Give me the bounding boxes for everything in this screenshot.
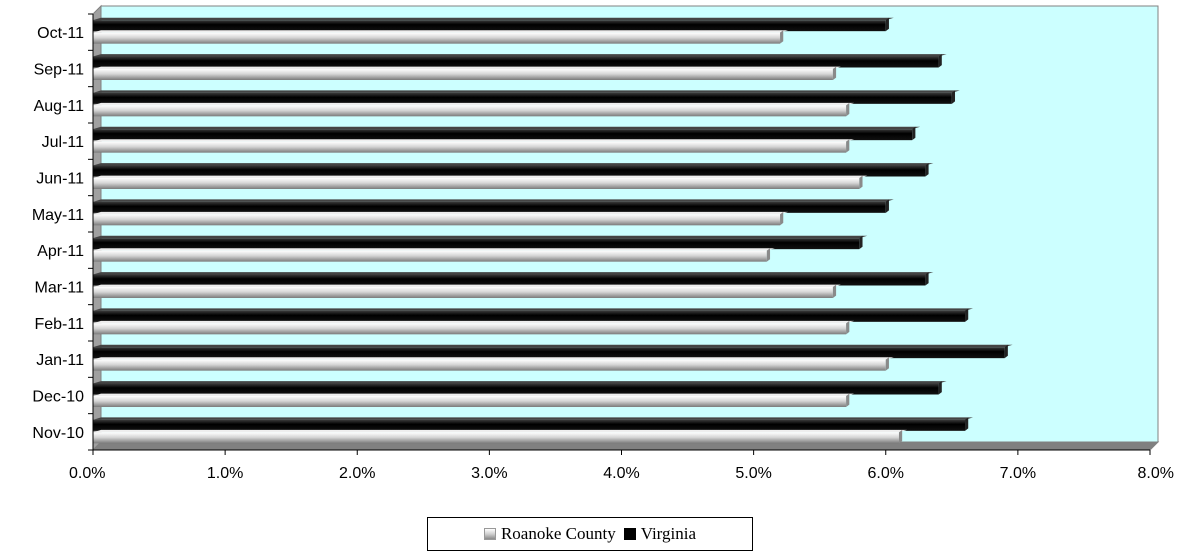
- y-tick-label: Apr-11: [37, 243, 84, 260]
- bar-roanoke-jan-11: [93, 357, 894, 371]
- x-tick-label: 7.0%: [1000, 465, 1036, 482]
- bar-virginia-jul-11: [93, 126, 921, 141]
- x-tick-label: 0.0%: [69, 465, 105, 482]
- legend-label-virginia: Virginia: [640, 524, 697, 543]
- bar-virginia-dec-10: [93, 381, 947, 395]
- bar-roanoke-oct-11: [93, 30, 789, 44]
- bar-virginia-feb-11: [93, 308, 974, 322]
- y-tick-label: Jul-11: [42, 134, 84, 151]
- x-tick-label: 2.0%: [339, 465, 375, 482]
- legend-swatch-virginia: [623, 528, 636, 540]
- x-tick-label: 5.0%: [735, 465, 771, 482]
- legend-swatch-roanoke: [483, 528, 496, 540]
- y-tick-label: Nov-10: [32, 425, 84, 442]
- bar-virginia-oct-11: [93, 17, 894, 32]
- bars-group: [93, 17, 1013, 444]
- bar-roanoke-nov-10: [93, 429, 907, 444]
- legend-label-roanoke: Roanoke County: [500, 524, 616, 543]
- bar-virginia-sep-11: [93, 54, 947, 68]
- bar-virginia-may-11: [93, 199, 894, 213]
- x-tick-label: 3.0%: [471, 465, 507, 482]
- bar-virginia-aug-11: [93, 90, 960, 104]
- x-tick-label: 8.0%: [1138, 465, 1174, 482]
- bar-roanoke-aug-11: [93, 102, 855, 117]
- bar-roanoke-jul-11: [93, 139, 855, 153]
- y-tick-label: Jun-11: [36, 171, 84, 188]
- bar-roanoke-dec-10: [93, 393, 855, 407]
- legend-item-roanoke: Roanoke County: [483, 524, 616, 544]
- bar-virginia-jan-11: [93, 344, 1013, 359]
- y-tick-label: May-11: [32, 207, 84, 224]
- bar-roanoke-feb-11: [93, 320, 855, 335]
- x-tick-label: 6.0%: [868, 465, 904, 482]
- bar-virginia-nov-10: [93, 417, 974, 431]
- bar-virginia-apr-11: [93, 235, 868, 250]
- y-tick-label: Jan-11: [36, 352, 84, 369]
- bar-virginia-jun-11: [93, 163, 934, 177]
- y-tick-labels: Nov-10 Dec-10 Jan-11 Feb-11 Mar-11 Apr-11 May-…: [32, 13, 93, 451]
- y-tick-label: Sep-11: [34, 62, 85, 79]
- x-tick-label: 1.0%: [207, 465, 243, 482]
- bar-roanoke-mar-11: [93, 284, 841, 298]
- bar-roanoke-may-11: [93, 211, 789, 226]
- y-tick-label: Aug-11: [34, 98, 85, 115]
- legend-item-virginia: Virginia: [623, 524, 697, 544]
- y-tick-label: Dec-10: [32, 389, 84, 406]
- y-tick-label: Mar-11: [35, 280, 85, 297]
- legend: Roanoke County Virginia: [427, 517, 753, 551]
- bar-virginia-mar-11: [93, 272, 934, 286]
- bar-roanoke-sep-11: [93, 66, 841, 80]
- y-tick-label: Oct-11: [37, 25, 84, 42]
- y-tick-label: Feb-11: [34, 316, 84, 333]
- bar-roanoke-jun-11: [93, 175, 868, 189]
- x-tick-labels: 0.0% 1.0% 2.0% 3.0% 4.0% 5.0% 6.0% 7.0% 8.0%: [69, 450, 1174, 482]
- bar-roanoke-apr-11: [93, 248, 775, 262]
- x-tick-label: 4.0%: [603, 465, 639, 482]
